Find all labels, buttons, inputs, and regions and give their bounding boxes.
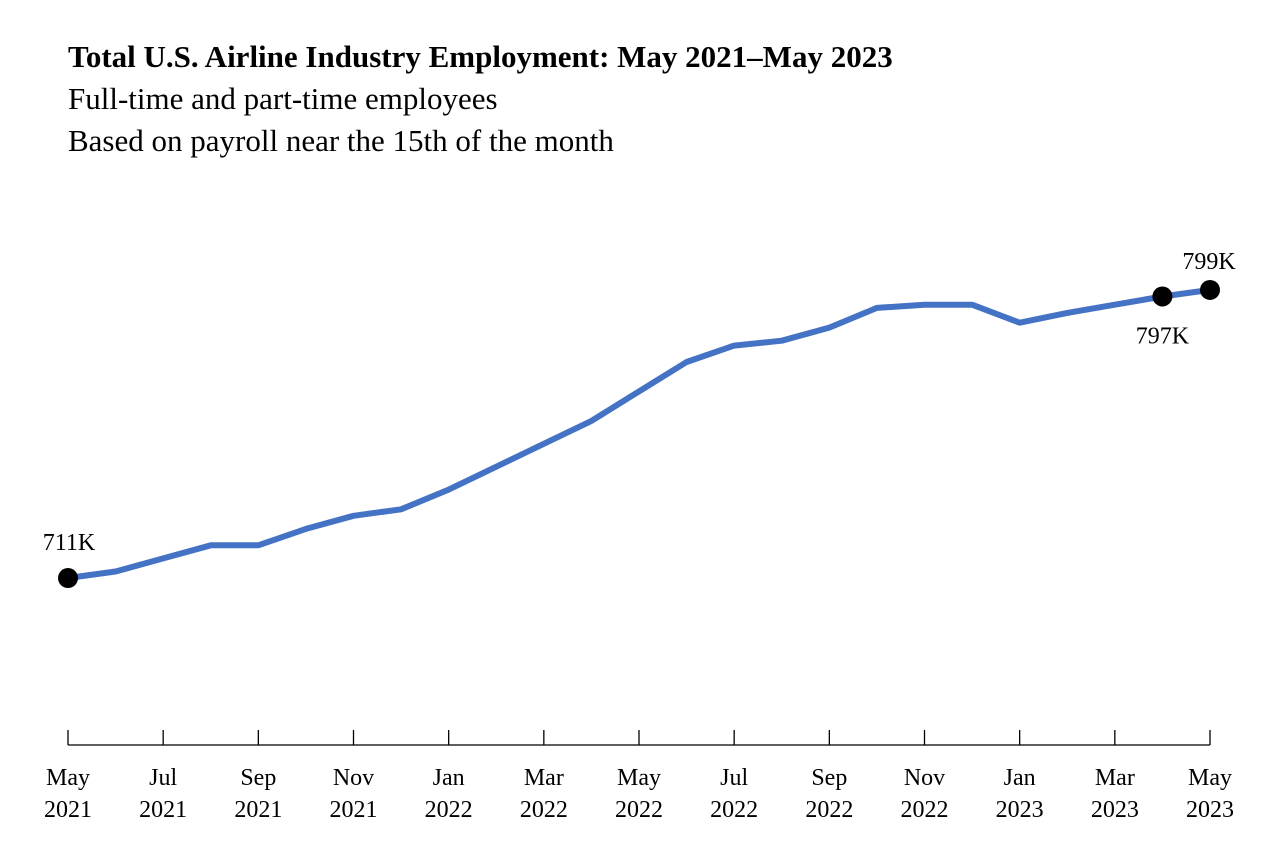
data-label: 797K [1136, 323, 1190, 349]
x-tick-label-month: May [46, 765, 90, 791]
x-tick-label-year: 2021 [139, 797, 187, 823]
x-tick-label-year: 2022 [901, 797, 949, 823]
x-tick-label-month: Jan [1004, 765, 1036, 791]
data-point-marker [1152, 286, 1173, 307]
x-tick-label-year: 2022 [425, 797, 473, 823]
data-label-group: 711K 797K 799K [43, 249, 1237, 556]
x-tick-label-year: 2022 [520, 797, 568, 823]
chart-subtitle-2: Based on payroll near the 15th of the mo… [68, 123, 614, 158]
x-tick-label-year: 2021 [44, 797, 92, 823]
x-tick-label-month: Jan [433, 765, 465, 791]
x-tick-label-year: 2023 [1091, 797, 1139, 823]
data-label: 799K [1182, 249, 1236, 275]
x-tick-label-month: Jul [720, 765, 748, 791]
x-tick-label-year: 2022 [615, 797, 663, 823]
x-tick-label-month: Mar [1095, 765, 1135, 791]
x-tick-label-month: May [617, 765, 661, 791]
x-tick-label-year: 2022 [710, 797, 758, 823]
x-tick-label-month: Sep [811, 765, 847, 791]
x-tick-label-year: 2023 [1186, 797, 1234, 823]
data-point-marker [1200, 279, 1220, 300]
x-tick-label-month: Mar [524, 765, 564, 791]
x-tick-label-year: 2021 [234, 797, 282, 823]
x-tick-label-month: Jul [149, 765, 177, 791]
x-tick-label-year: 2021 [330, 797, 378, 823]
chart-title: Total U.S. Airline Industry Employment: … [68, 39, 893, 74]
x-tick-label-year: 2022 [805, 797, 853, 823]
x-axis: May 2021 Jul 2021 Sep 2021 Nov 2021 Jan 2022 Mar 20… [44, 730, 1234, 823]
x-tick-label-month: May [1188, 765, 1232, 791]
data-label: 711K [43, 530, 96, 556]
title-block: Total U.S. Airline Industry Employment: … [68, 36, 893, 162]
x-tick-label-month: Nov [333, 765, 374, 791]
series-line-group [65, 286, 1213, 581]
x-tick-label-month: Nov [904, 765, 945, 791]
series-line [65, 286, 1213, 581]
data-point-marker [58, 568, 78, 589]
chart-subtitle-1: Full-time and part-time employees [68, 81, 498, 116]
x-tick-label-year: 2023 [996, 797, 1044, 823]
x-tick-label-month: Sep [240, 765, 276, 791]
marker-group [58, 279, 1220, 589]
